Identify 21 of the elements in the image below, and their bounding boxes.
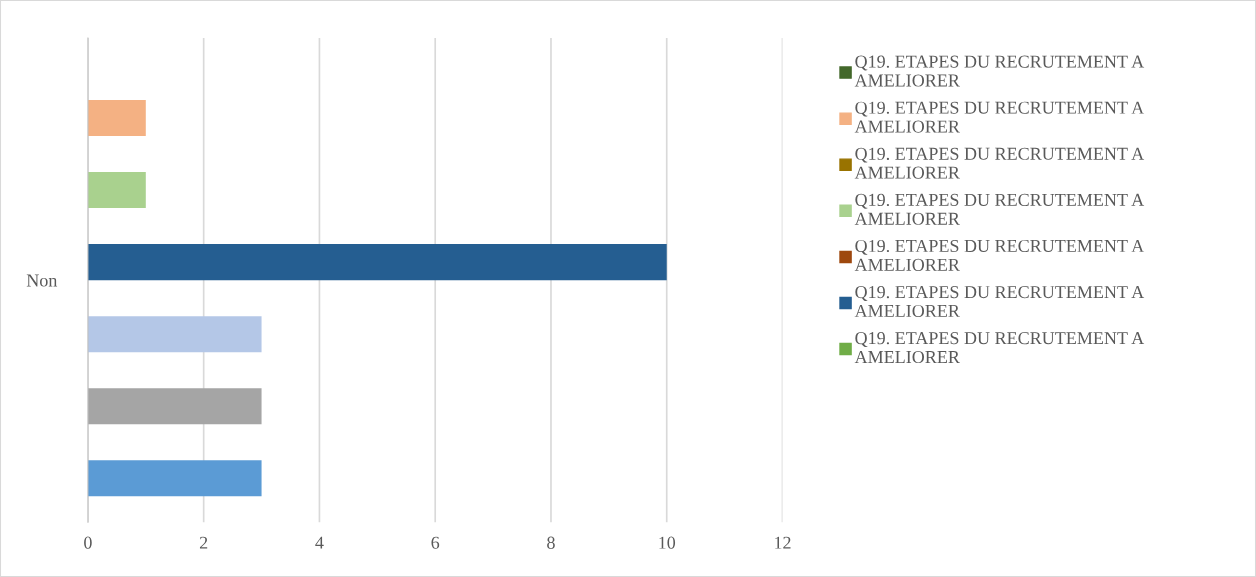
legend-label: Q19. ETAPES DU RECRUTEMENT A AMELIORER: [854, 239, 1145, 271]
bar: [87, 244, 667, 281]
bar: [87, 316, 262, 353]
legend-label: Q19. ETAPES DU RECRUTEMENT A AMELIORER: [854, 147, 1145, 179]
y-tick-label: Non: [26, 274, 58, 287]
x-tick-label: 4: [315, 536, 324, 549]
bar: [87, 172, 146, 209]
x-tick-label: 2: [199, 536, 208, 549]
x-tick-label: 8: [547, 536, 555, 549]
x-tick-label: 10: [659, 536, 676, 549]
legend-label: Q19. ETAPES DU RECRUTEMENT A AMELIORER: [854, 55, 1145, 87]
bar: [87, 460, 262, 497]
legend-label: Q19. ETAPES DU RECRUTEMENT A AMELIORER: [854, 286, 1145, 318]
x-tick-label: 0: [84, 536, 92, 549]
legend-label: Q19. ETAPES DU RECRUTEMENT A AMELIORER: [854, 332, 1145, 364]
bar: [87, 100, 146, 137]
bar: [87, 388, 262, 425]
x-tick-label: 12: [775, 536, 791, 549]
legend-label: Q19. ETAPES DU RECRUTEMENT A AMELIORER: [854, 101, 1145, 133]
legend-label: Q19. ETAPES DU RECRUTEMENT A AMELIORER: [854, 193, 1145, 225]
x-tick-label: 6: [431, 536, 440, 549]
